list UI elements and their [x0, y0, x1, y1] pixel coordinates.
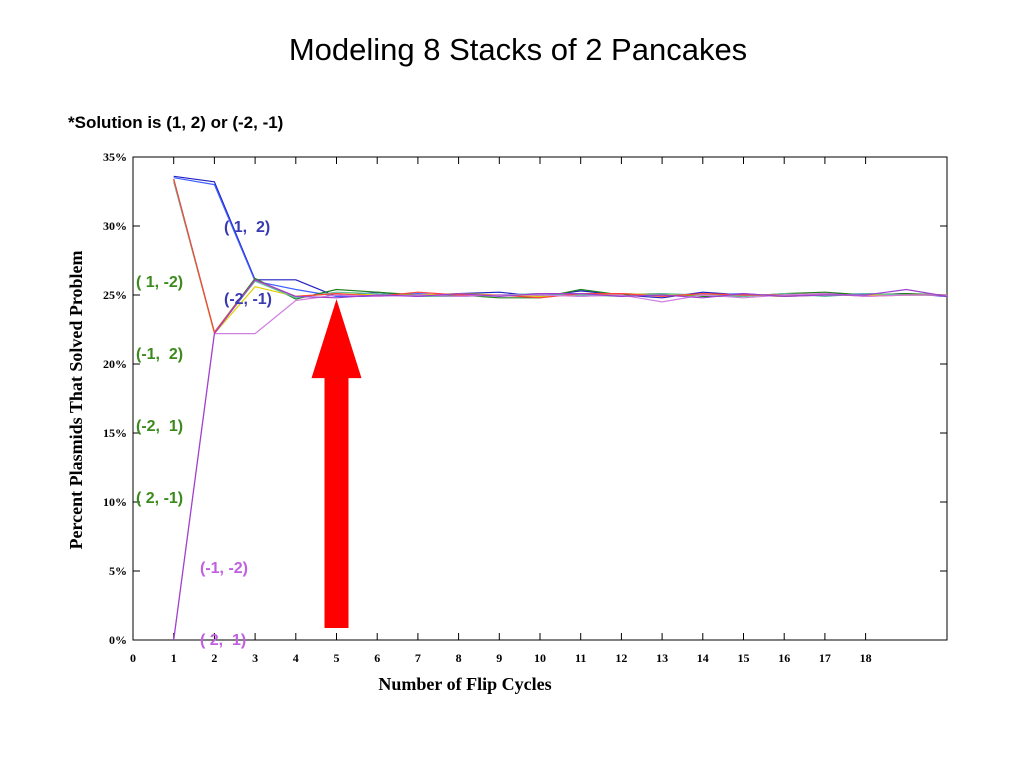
y-tick-label: 25%: [103, 288, 127, 302]
arrow-shape: [311, 299, 362, 628]
chart-axes: 0%5%10%15%20%25%30%35%0 1 2 3 4 5 6 7 8 9 10 11 12 13…: [103, 150, 948, 665]
x-axis-title: Number of Flip Cycles: [378, 674, 551, 694]
red-arrow-icon: [311, 299, 362, 628]
series-line: [173, 175, 948, 299]
y-tick-label: 30%: [103, 219, 127, 233]
solution-note: *Solution is (1, 2) or (-2, -1): [68, 113, 284, 132]
series-line: [173, 180, 947, 335]
series-label: (-2, 1): [136, 418, 184, 435]
series-label: (-2, -1): [224, 291, 272, 308]
x-tick-label: 16: [778, 651, 790, 665]
series-label-group-blue: ( 1, 2) (-2, -1): [224, 168, 272, 336]
y-tick-label: 20%: [103, 357, 127, 371]
x-tick-label: 12: [615, 651, 627, 665]
series-line: [173, 279, 948, 641]
y-tick-label: 0%: [109, 633, 127, 647]
x-tick-label: 5: [334, 651, 340, 665]
series-label: ( 1, -2): [136, 274, 184, 291]
x-tick-label: 6: [374, 651, 380, 665]
series-label: (-1, -2): [200, 560, 248, 577]
chart-series: [173, 175, 948, 641]
x-tick-label: 0: [130, 651, 136, 665]
x-tick-label: 1: [171, 651, 177, 665]
page-title: Modeling 8 Stacks of 2 Pancakes: [288, 32, 748, 67]
x-tick-label: 15: [738, 651, 750, 665]
series-line: [173, 181, 947, 333]
x-tick-label: 7: [415, 651, 421, 665]
series-label: ( 2, 1): [200, 632, 247, 649]
y-axis-title: Percent Plasmids That Solved Problem: [66, 250, 86, 549]
y-tick-label: 35%: [103, 150, 127, 164]
series-label: ( 1, 2): [224, 219, 271, 236]
x-tick-label: 9: [496, 651, 502, 665]
x-tick-label: 10: [534, 651, 546, 665]
series-label-group-violet: (-1, -2) ( 2, 1): [200, 509, 248, 677]
x-tick-label: 18: [860, 651, 872, 665]
x-tick-label: 11: [575, 651, 586, 665]
series-line: [173, 178, 947, 333]
x-tick-label: 3: [252, 651, 258, 665]
x-tick-label: 17: [819, 651, 831, 665]
x-tick-label: 14: [697, 651, 709, 665]
x-tick-label: 13: [656, 651, 668, 665]
x-tick-label: 4: [293, 651, 299, 665]
series-line: [173, 293, 947, 641]
x-tick-label: 8: [456, 651, 462, 665]
y-tick-label: 10%: [103, 495, 127, 509]
series-line: [173, 177, 947, 297]
series-label: (-1, 2): [136, 346, 184, 363]
series-label-group-green: ( 1, -2) (-1, 2) (-2, 1) ( 2, -1): [136, 223, 183, 535]
series-line: [173, 178, 948, 333]
y-tick-label: 5%: [109, 564, 127, 578]
y-tick-label: 15%: [103, 426, 127, 440]
x-tick-label: 2: [211, 651, 217, 665]
series-label: ( 2, -1): [136, 490, 184, 507]
